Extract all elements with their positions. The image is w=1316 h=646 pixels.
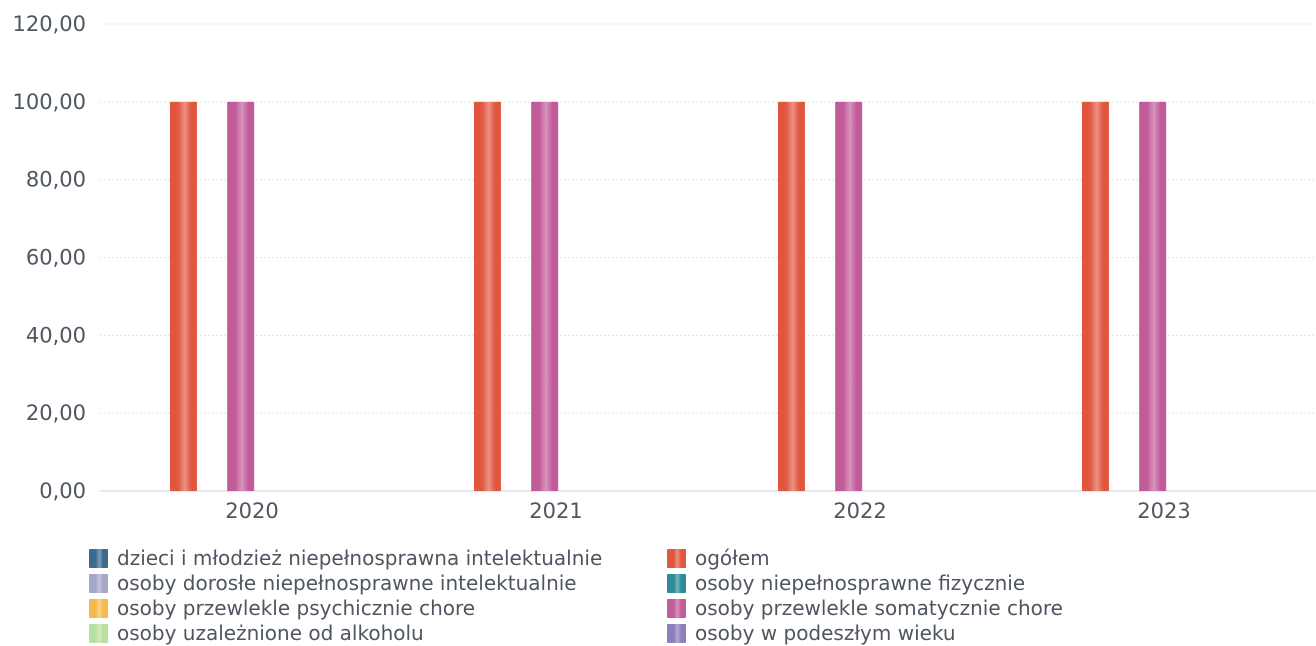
legend-item-somatycznie[interactable]: osoby przewlekle somatycznie chore [667, 596, 1063, 620]
legend-swatch-icon [89, 623, 108, 643]
legend-item-alkohol[interactable]: osoby uzależnione od alkoholu [89, 621, 424, 645]
legend-item-fizycznie[interactable]: osoby niepełnosprawne fizycznie [667, 571, 1025, 595]
y-tick-label: 80,00 [26, 168, 86, 192]
legend-label: ogółem [695, 546, 770, 570]
bar-2022-series-5[interactable] [835, 101, 863, 491]
legend-item-dorosle[interactable]: osoby dorosłe niepełnosprawne intelektua… [89, 571, 577, 595]
legend-item-psychicznie[interactable]: osoby przewlekle psychicznie chore [89, 596, 475, 620]
legend-swatch-icon [89, 548, 108, 568]
legend-label: osoby dorosłe niepełnosprawne intelektua… [117, 571, 577, 595]
legend-swatch-icon [89, 598, 108, 618]
legend-label: osoby przewlekle somatycznie chore [695, 596, 1063, 620]
y-tick-label: 20,00 [26, 401, 86, 425]
legend-swatch-icon [667, 573, 686, 593]
bar-2020-series-1[interactable] [169, 101, 197, 491]
legend-swatch-icon [89, 573, 108, 593]
legend-label: osoby przewlekle psychicznie chore [117, 596, 476, 620]
legend-label: osoby uzależnione od alkoholu [117, 621, 424, 645]
legend: dzieci i młodzież niepełnosprawna intele… [89, 546, 1289, 645]
y-tick-label: 60,00 [26, 246, 86, 270]
bar-2023-series-1[interactable] [1081, 101, 1109, 491]
x-tick-label: 2021 [529, 499, 582, 523]
y-tick-label: 120,00 [13, 12, 86, 36]
bar-2022-series-1[interactable] [777, 101, 805, 491]
chart-plot: 0,00 20,00 40,00 60,00 80,00 100,00 120,00 2020… [13, 12, 1316, 523]
x-tick-label: 2020 [225, 499, 278, 523]
legend-item-podeszly-wiek[interactable]: osoby w podeszłym wieku [667, 621, 956, 645]
bar-2021-series-1[interactable] [473, 101, 501, 491]
legend-label: dzieci i młodzież niepełnosprawna intele… [117, 546, 603, 570]
bar-2021-series-5[interactable] [531, 101, 559, 491]
x-tick-label: 2023 [1137, 499, 1190, 523]
legend-swatch-icon [667, 623, 686, 643]
y-tick-label: 0,00 [39, 479, 86, 503]
legend-swatch-icon [667, 548, 686, 568]
x-tick-label: 2022 [833, 499, 886, 523]
bar-2023-series-5[interactable] [1139, 101, 1167, 491]
y-tick-label: 100,00 [13, 90, 86, 114]
bar-2020-series-5[interactable] [227, 101, 255, 491]
legend-item-ogolem[interactable]: ogółem [667, 546, 770, 570]
legend-label: osoby w podeszłym wieku [695, 621, 956, 645]
legend-swatch-icon [667, 598, 686, 618]
legend-item-dzieci[interactable]: dzieci i młodzież niepełnosprawna intele… [89, 546, 602, 570]
legend-label: osoby niepełnosprawne fizycznie [695, 571, 1026, 595]
y-tick-label: 40,00 [26, 323, 86, 347]
